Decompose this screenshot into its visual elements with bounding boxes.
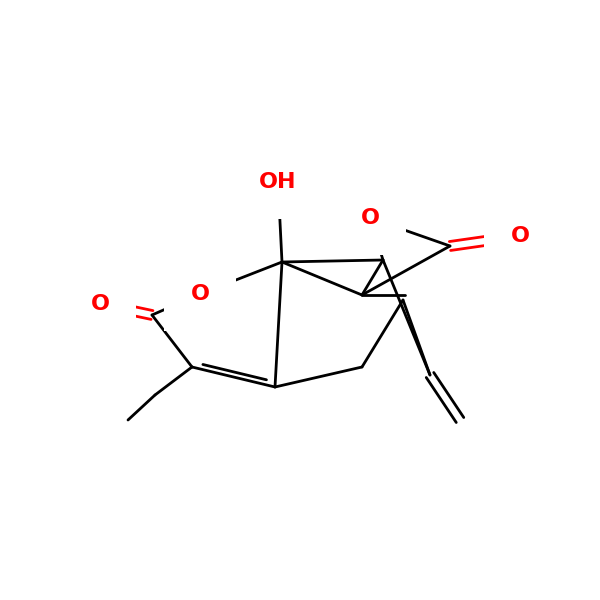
Text: OH: OH [259, 172, 297, 192]
Text: O: O [511, 226, 530, 246]
Text: O: O [191, 284, 209, 304]
Text: O: O [91, 294, 110, 314]
Text: O: O [361, 208, 380, 228]
